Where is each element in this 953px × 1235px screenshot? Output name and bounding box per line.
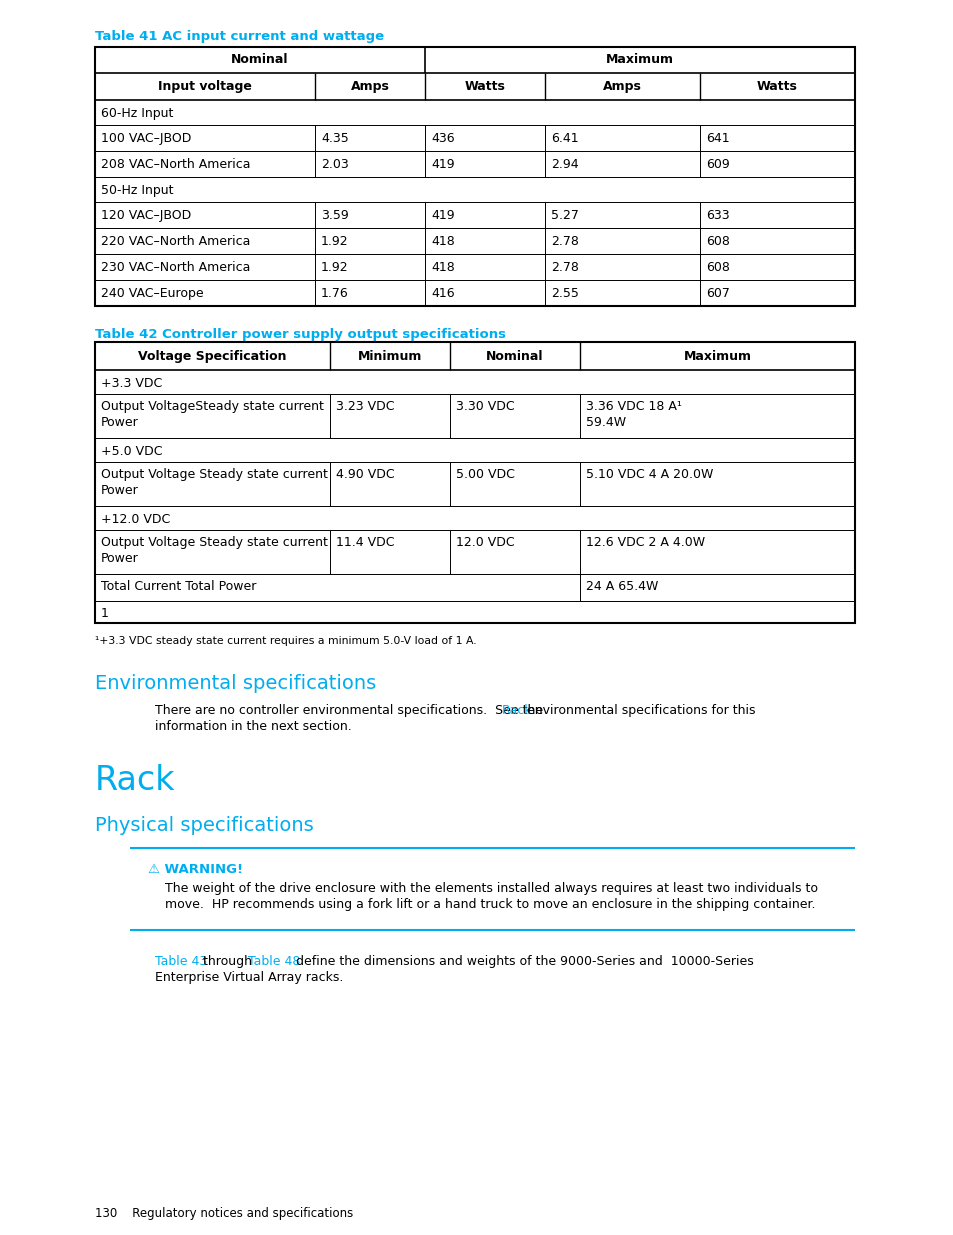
Text: 3.36 VDC 18 A¹
59.4W: 3.36 VDC 18 A¹ 59.4W — [585, 400, 681, 430]
Text: 3.23 VDC: 3.23 VDC — [335, 400, 395, 412]
Text: Nominal: Nominal — [486, 350, 543, 363]
Text: 60-Hz Input: 60-Hz Input — [101, 107, 173, 120]
Text: 208 VAC–North America: 208 VAC–North America — [101, 158, 251, 170]
Text: There are no controller environmental specifications.  See the: There are no controller environmental sp… — [154, 704, 547, 718]
Text: Table 41 AC input current and wattage: Table 41 AC input current and wattage — [95, 30, 384, 43]
Text: 5.00 VDC: 5.00 VDC — [456, 468, 515, 480]
Text: 5.27: 5.27 — [551, 209, 578, 222]
Text: 633: 633 — [705, 209, 729, 222]
Text: Enterprise Virtual Array racks.: Enterprise Virtual Array racks. — [154, 971, 343, 984]
Text: environmental specifications for this: environmental specifications for this — [523, 704, 755, 718]
Text: 12.0 VDC: 12.0 VDC — [456, 536, 514, 550]
Text: 419: 419 — [431, 209, 455, 222]
Text: 2.78: 2.78 — [551, 235, 578, 248]
Text: 24 A 65.4W: 24 A 65.4W — [585, 580, 658, 593]
Text: 120 VAC–JBOD: 120 VAC–JBOD — [101, 209, 191, 222]
Text: +5.0 VDC: +5.0 VDC — [101, 445, 162, 458]
Text: Table 42 Controller power supply output specifications: Table 42 Controller power supply output … — [95, 329, 505, 341]
Text: 240 VAC–Europe: 240 VAC–Europe — [101, 287, 203, 300]
Text: 4.35: 4.35 — [320, 132, 349, 144]
Text: 1.76: 1.76 — [320, 287, 349, 300]
Text: Input voltage: Input voltage — [158, 80, 252, 93]
Text: 1.92: 1.92 — [320, 261, 348, 274]
Text: Watts: Watts — [464, 80, 505, 93]
Text: 2.55: 2.55 — [551, 287, 578, 300]
Text: ¹+3.3 VDC steady state current requires a minimum 5.0-V load of 1 A.: ¹+3.3 VDC steady state current requires … — [95, 636, 477, 646]
Text: Maximum: Maximum — [682, 350, 751, 363]
Text: move.  HP recommends using a fork lift or a hand truck to move an enclosure in t: move. HP recommends using a fork lift or… — [165, 898, 815, 911]
Text: 3.30 VDC: 3.30 VDC — [456, 400, 514, 412]
Text: 419: 419 — [431, 158, 455, 170]
Bar — [95, 342, 854, 622]
Text: Nominal: Nominal — [231, 53, 289, 65]
Text: Output VoltageSteady state current
Power: Output VoltageSteady state current Power — [101, 400, 323, 430]
Text: ⚠ WARNING!: ⚠ WARNING! — [148, 863, 243, 876]
Text: 11.4 VDC: 11.4 VDC — [335, 536, 395, 550]
Text: Physical specifications: Physical specifications — [95, 816, 314, 835]
Text: 2.03: 2.03 — [320, 158, 349, 170]
Text: 1.92: 1.92 — [320, 235, 348, 248]
Text: +3.3 VDC: +3.3 VDC — [101, 377, 162, 390]
Text: Voltage Specification: Voltage Specification — [138, 350, 287, 363]
Text: 5.10 VDC 4 A 20.0W: 5.10 VDC 4 A 20.0W — [585, 468, 713, 480]
Text: 416: 416 — [431, 287, 455, 300]
Text: 2.78: 2.78 — [551, 261, 578, 274]
Text: 641: 641 — [705, 132, 729, 144]
Text: 436: 436 — [431, 132, 455, 144]
Text: 230 VAC–North America: 230 VAC–North America — [101, 261, 250, 274]
Text: 418: 418 — [431, 235, 455, 248]
Text: Minimum: Minimum — [357, 350, 422, 363]
Text: 6.41: 6.41 — [551, 132, 578, 144]
Text: 3.59: 3.59 — [320, 209, 349, 222]
Text: Table 43: Table 43 — [154, 955, 207, 968]
Text: The weight of the drive enclosure with the elements installed always requires at: The weight of the drive enclosure with t… — [165, 882, 817, 895]
Text: 12.6 VDC 2 A 4.0W: 12.6 VDC 2 A 4.0W — [585, 536, 704, 550]
Text: 609: 609 — [705, 158, 729, 170]
Bar — [95, 47, 854, 306]
Text: 2.94: 2.94 — [551, 158, 578, 170]
Text: Output Voltage Steady state current
Power: Output Voltage Steady state current Powe… — [101, 468, 328, 498]
Text: Amps: Amps — [602, 80, 641, 93]
Text: 1: 1 — [101, 606, 109, 620]
Text: information in the next section.: information in the next section. — [154, 720, 352, 734]
Text: 4.90 VDC: 4.90 VDC — [335, 468, 395, 480]
Text: 608: 608 — [705, 261, 729, 274]
Text: 100 VAC–JBOD: 100 VAC–JBOD — [101, 132, 192, 144]
Text: Rack: Rack — [95, 764, 175, 797]
Text: Output Voltage Steady state current
Power: Output Voltage Steady state current Powe… — [101, 536, 328, 566]
Text: Amps: Amps — [350, 80, 389, 93]
Text: Environmental specifications: Environmental specifications — [95, 674, 375, 693]
Text: Rack: Rack — [501, 704, 532, 718]
Text: define the dimensions and weights of the 9000-Series and  10000-Series: define the dimensions and weights of the… — [293, 955, 754, 968]
Text: Maximum: Maximum — [605, 53, 673, 65]
Text: +12.0 VDC: +12.0 VDC — [101, 513, 170, 526]
Text: Total Current Total Power: Total Current Total Power — [101, 580, 256, 593]
Text: 50-Hz Input: 50-Hz Input — [101, 184, 173, 198]
Text: Watts: Watts — [757, 80, 797, 93]
Text: 130    Regulatory notices and specifications: 130 Regulatory notices and specification… — [95, 1207, 353, 1220]
Text: 607: 607 — [705, 287, 729, 300]
Text: 608: 608 — [705, 235, 729, 248]
Text: 220 VAC–North America: 220 VAC–North America — [101, 235, 250, 248]
Text: 418: 418 — [431, 261, 455, 274]
Text: through: through — [199, 955, 255, 968]
Text: Table 48: Table 48 — [248, 955, 300, 968]
